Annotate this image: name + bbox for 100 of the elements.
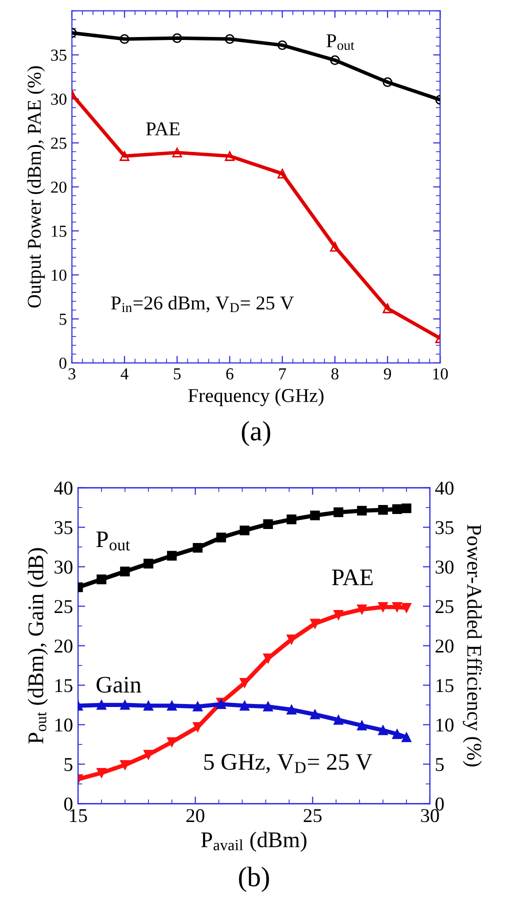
x-tick-label: 4 bbox=[120, 368, 128, 380]
series-label: Gain bbox=[96, 676, 142, 693]
y2-tick-label: 5 bbox=[436, 758, 444, 772]
y-tick-label: 15 bbox=[52, 226, 66, 237]
point bbox=[172, 33, 182, 44]
y2-tick-label: 20 bbox=[436, 640, 454, 653]
point bbox=[240, 678, 250, 688]
point bbox=[286, 704, 296, 715]
point bbox=[392, 729, 402, 740]
point bbox=[120, 760, 130, 770]
point bbox=[286, 514, 296, 524]
point bbox=[167, 737, 177, 747]
y-tick-label: 35 bbox=[54, 521, 72, 534]
point bbox=[330, 55, 340, 66]
point bbox=[192, 542, 203, 553]
point bbox=[357, 720, 367, 730]
series-label: PAE bbox=[146, 122, 180, 136]
y-tick-label: 30 bbox=[54, 560, 72, 574]
y-tick-label: 15 bbox=[55, 679, 72, 692]
series-label: P$_{out}$ bbox=[96, 532, 130, 550]
y-tick-label: 0 bbox=[64, 797, 72, 811]
point bbox=[167, 550, 177, 561]
point bbox=[330, 242, 340, 252]
point bbox=[120, 34, 130, 44]
x-tick-label: 6 bbox=[226, 368, 234, 380]
point bbox=[310, 510, 320, 520]
x-tick-label: 3 bbox=[68, 368, 76, 380]
y-axis-title: P$_{out}$ (dBm), Gain (dB) bbox=[28, 548, 48, 744]
y2-tick-label: 25 bbox=[436, 600, 454, 614]
y-tick-label: 25 bbox=[51, 138, 66, 149]
point bbox=[310, 710, 320, 720]
point bbox=[402, 602, 412, 613]
y2-tick-label: 40 bbox=[435, 482, 454, 495]
annotation: 5 GHz, V$_{D}$= 25 V bbox=[204, 754, 372, 774]
y-axis-title: Output Power (dBm), PAE (%) bbox=[27, 66, 45, 308]
y2-axis-title: Power-Added Efficiency (%) bbox=[462, 524, 482, 766]
point bbox=[334, 507, 344, 518]
y2-tick-label: 0 bbox=[436, 797, 444, 811]
point bbox=[263, 519, 273, 529]
x-axis-title: Frequency (GHz) bbox=[188, 388, 324, 406]
x-axis-title: P$_{avail}$ (dBm) bbox=[201, 832, 306, 852]
point bbox=[382, 303, 392, 314]
y-tick-label: 5 bbox=[60, 314, 66, 325]
point bbox=[378, 505, 388, 515]
point bbox=[144, 558, 154, 568]
point bbox=[286, 634, 296, 644]
y2-tick-label: 10 bbox=[436, 718, 454, 732]
point bbox=[402, 503, 412, 514]
point bbox=[378, 725, 388, 736]
y-tick-label: 35 bbox=[51, 50, 66, 61]
point bbox=[96, 700, 106, 710]
x-tick-label: 30 bbox=[421, 809, 439, 822]
point bbox=[216, 532, 226, 542]
x-tick-label: 25 bbox=[304, 809, 322, 822]
y2-tick-label: 15 bbox=[436, 679, 454, 692]
series-label: P$_{out}$ bbox=[326, 34, 354, 50]
point bbox=[392, 602, 402, 612]
point bbox=[392, 504, 402, 514]
y2-tick-label: 35 bbox=[436, 521, 454, 534]
y-tick-label: 25 bbox=[54, 600, 72, 614]
series-label: PAE bbox=[332, 569, 373, 586]
y-tick-label: 40 bbox=[54, 482, 72, 495]
point bbox=[334, 610, 344, 620]
point bbox=[277, 168, 288, 179]
x-tick-label: 8 bbox=[331, 368, 338, 380]
x-tick-label: 7 bbox=[279, 368, 286, 380]
point bbox=[240, 526, 250, 536]
y-tick-label: 10 bbox=[55, 718, 72, 732]
point bbox=[402, 732, 412, 742]
x-tick-label: 5 bbox=[174, 368, 181, 380]
point bbox=[240, 700, 250, 711]
y-tick-label: 20 bbox=[54, 640, 72, 653]
y-tick-label: 10 bbox=[52, 270, 66, 281]
x-tick-label: 20 bbox=[186, 809, 204, 822]
point bbox=[334, 715, 344, 725]
text: (b) bbox=[239, 866, 269, 892]
point bbox=[224, 34, 235, 44]
annotation: P$_{in}$=26 dBm, V$_{D}$= 25 V bbox=[111, 296, 294, 312]
point bbox=[357, 506, 367, 516]
point bbox=[120, 151, 130, 161]
point bbox=[144, 750, 154, 760]
point bbox=[310, 618, 320, 628]
point bbox=[144, 700, 154, 711]
text: (a) bbox=[242, 420, 270, 446]
x-tick-label: 9 bbox=[384, 368, 392, 380]
point bbox=[120, 566, 130, 576]
y-tick-label: 20 bbox=[51, 182, 66, 193]
point bbox=[96, 768, 106, 778]
y-tick-label: 5 bbox=[64, 758, 72, 772]
y-tick-label: 0 bbox=[59, 358, 66, 369]
point bbox=[96, 574, 106, 584]
point bbox=[277, 40, 288, 50]
point bbox=[357, 604, 367, 614]
point bbox=[172, 148, 182, 158]
point bbox=[263, 702, 273, 712]
point bbox=[224, 151, 235, 161]
point bbox=[378, 602, 388, 612]
point bbox=[192, 702, 203, 712]
y-tick-label: 30 bbox=[51, 94, 66, 105]
y2-tick-label: 30 bbox=[436, 560, 454, 574]
